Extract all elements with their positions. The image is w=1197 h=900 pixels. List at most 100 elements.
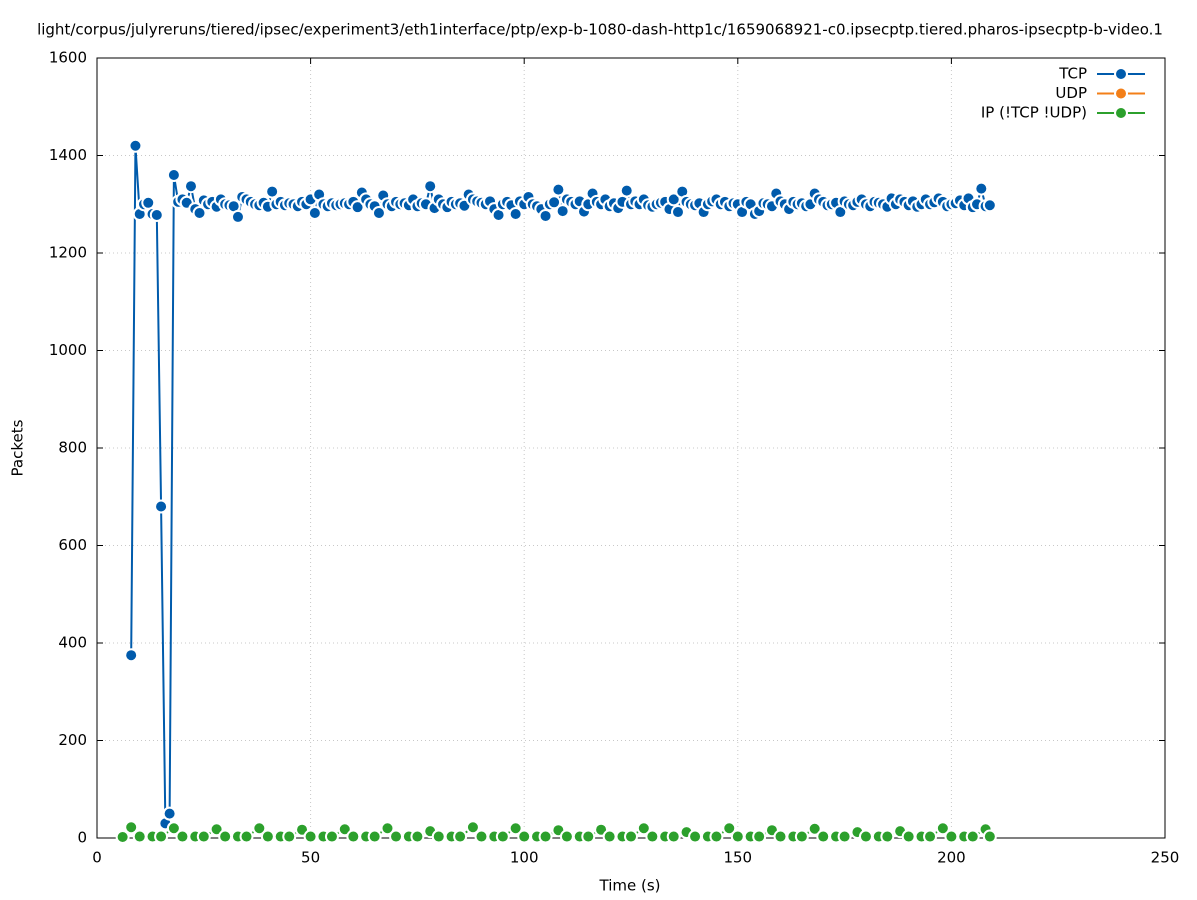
data-point — [645, 829, 660, 844]
data-point — [192, 206, 207, 221]
data-point — [619, 183, 634, 198]
data-point — [901, 829, 916, 844]
data-point — [209, 822, 224, 837]
data-point — [166, 821, 181, 836]
data-point — [666, 829, 681, 844]
data-point — [337, 822, 352, 837]
data-point — [252, 821, 267, 836]
data-point — [282, 829, 297, 844]
data-point — [517, 829, 532, 844]
data-point — [559, 829, 574, 844]
data-point — [389, 829, 404, 844]
data-point — [410, 829, 425, 844]
x-axis-label: Time (s) — [599, 877, 661, 895]
data-point — [982, 829, 997, 844]
x-tick-label: 100 — [510, 849, 539, 867]
y-tick-label: 0 — [77, 829, 87, 847]
data-point — [722, 821, 737, 836]
data-point — [367, 829, 382, 844]
y-tick-label: 600 — [58, 536, 87, 554]
data-point — [166, 168, 181, 182]
x-tick-label: 200 — [937, 849, 966, 867]
data-point — [538, 208, 553, 223]
data-point — [944, 829, 959, 844]
data-point — [935, 821, 950, 836]
series-line — [130, 145, 991, 824]
data-point — [508, 207, 523, 221]
y-tick-label: 1600 — [49, 49, 87, 67]
y-axis-label: Packets — [9, 419, 27, 476]
x-tick-label: 0 — [92, 849, 102, 867]
data-point — [752, 829, 767, 844]
data-point — [239, 829, 254, 844]
data-point — [670, 205, 685, 220]
data-point — [128, 138, 143, 153]
y-tick-label: 1400 — [49, 146, 87, 164]
data-point — [495, 829, 510, 844]
x-tick-label: 250 — [1151, 849, 1180, 867]
data-point — [858, 829, 873, 844]
data-point — [465, 820, 480, 835]
data-point — [371, 206, 386, 221]
data-point — [807, 821, 822, 836]
data-point — [423, 179, 438, 194]
data-point — [965, 829, 980, 844]
y-tick-label: 400 — [58, 634, 87, 652]
y-tick-label: 1000 — [49, 341, 87, 359]
data-point — [154, 829, 169, 844]
data-point — [773, 829, 788, 844]
legend-label: UDP — [1055, 84, 1087, 102]
data-point — [688, 829, 703, 844]
data-point — [551, 182, 566, 197]
data-point — [666, 192, 681, 207]
data-point — [982, 198, 997, 213]
y-tick-label: 1200 — [49, 244, 87, 262]
data-point — [453, 829, 468, 844]
data-point — [154, 499, 169, 514]
data-point — [115, 830, 130, 845]
data-point — [816, 829, 831, 844]
y-tick-label: 200 — [58, 731, 87, 749]
data-point — [555, 204, 570, 219]
data-point — [794, 829, 809, 844]
data-point — [307, 206, 322, 221]
data-point — [124, 820, 139, 835]
data-point — [149, 207, 164, 222]
data-point — [547, 195, 562, 210]
data-point — [196, 829, 211, 844]
data-point — [132, 829, 147, 844]
data-point — [431, 829, 446, 844]
data-point — [218, 829, 233, 844]
data-point — [837, 829, 852, 844]
chart-title: light/corpus/julyreruns/tiered/ipsec/exp… — [37, 21, 1163, 39]
legend-swatch — [1114, 106, 1128, 120]
x-tick-label: 50 — [301, 849, 320, 867]
data-point — [303, 829, 318, 844]
data-point — [380, 821, 395, 836]
y-tick-label: 800 — [58, 439, 87, 457]
data-point — [260, 829, 275, 844]
data-point — [538, 829, 553, 844]
data-point — [624, 829, 638, 844]
legend-swatch — [1114, 67, 1128, 81]
data-point — [508, 821, 523, 836]
data-point — [265, 184, 280, 199]
data-point — [602, 829, 617, 844]
data-point — [923, 829, 938, 844]
data-point — [974, 181, 989, 196]
data-point — [880, 829, 895, 844]
legend-label: TCP — [1058, 65, 1087, 83]
x-tick-label: 150 — [723, 849, 752, 867]
data-point — [175, 829, 190, 844]
data-point — [474, 829, 489, 844]
data-point — [141, 195, 156, 210]
legend-swatch — [1114, 86, 1128, 101]
data-point — [350, 200, 365, 215]
data-point — [324, 829, 339, 844]
data-point — [162, 806, 177, 821]
data-point — [346, 829, 361, 844]
legend-label: IP (!TCP !UDP) — [981, 104, 1087, 122]
data-point — [709, 829, 724, 844]
data-point — [230, 209, 245, 224]
